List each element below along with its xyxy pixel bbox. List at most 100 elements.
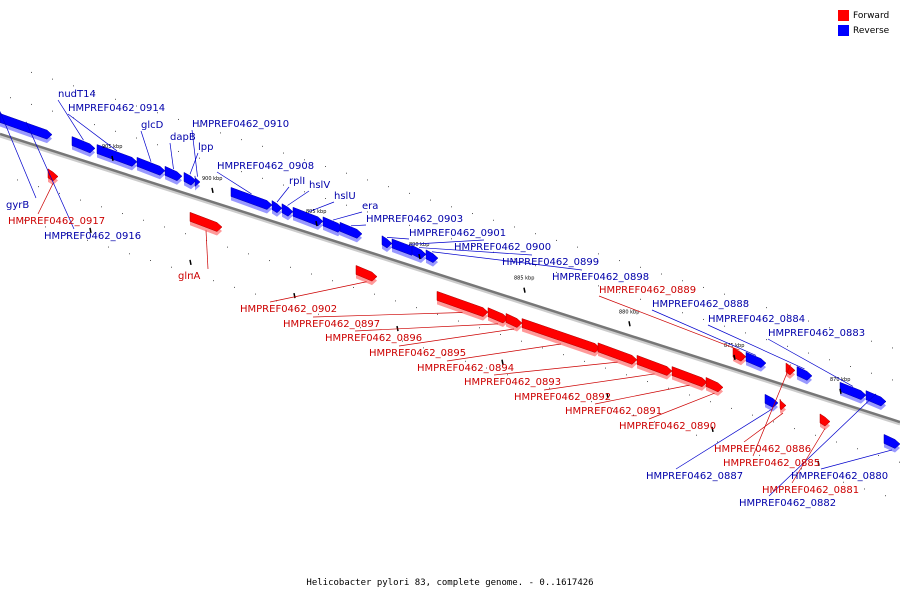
gene-label-hmpref0462-0881[interactable]: HMPREF0462_0881	[762, 485, 859, 496]
gene-block-hmpref0462-0901[interactable]	[381, 235, 393, 249]
gene-label-era[interactable]: era	[362, 201, 378, 212]
gene-block-lpp[interactable]	[183, 171, 197, 186]
gene-label-hmpref0462-0891[interactable]: HMPREF0462_0891	[565, 406, 662, 417]
leader-line-hslv	[287, 190, 310, 206]
guide-dot	[444, 354, 445, 356]
leader-line-hmpref0462-0892	[543, 373, 655, 391]
leader-line-hmpref0462-0891	[594, 384, 690, 405]
gene-block-hmpref0462-0908[interactable]	[230, 187, 273, 210]
guide-dot	[619, 260, 620, 262]
gene-label-hmpref0462-0880[interactable]: HMPREF0462_0880	[791, 471, 888, 482]
gene-label-hmpref0462-0901[interactable]: HMPREF0462_0901	[409, 228, 506, 239]
guide-dot	[325, 166, 326, 167]
gene-block-glna[interactable]	[189, 211, 223, 232]
gene-block-glcd[interactable]	[136, 156, 166, 176]
gene-block-hmpref0462-0894[interactable]	[521, 318, 601, 353]
gene-label-hmpref0462-0903[interactable]: HMPREF0462_0903	[366, 214, 463, 225]
gene-block-hmpref0462-0902[interactable]	[355, 265, 378, 282]
gene-label-hmpref0462-0895[interactable]: HMPREF0462_0895	[369, 348, 466, 359]
gene-label-hmpref0462-0900[interactable]: HMPREF0462_0900	[454, 242, 551, 253]
gene-label-hmpref0462-0894[interactable]: HMPREF0462_0894	[417, 363, 514, 374]
leader-line-hmpref0462-0898	[431, 251, 583, 271]
gene-block-hmpref0462-0893[interactable]	[597, 342, 638, 365]
gene-label-hmpref0462-0883[interactable]: HMPREF0462_0883	[768, 328, 865, 339]
gene-block-hmpref0462-0886[interactable]	[779, 398, 787, 411]
gene-label-hmpref0462-0914[interactable]: HMPREF0462_0914	[68, 103, 165, 114]
gene-block-hmpref0462-0903[interactable]	[339, 221, 363, 239]
gene-label-hmpref0462-0917[interactable]: HMPREF0462_0917	[8, 216, 105, 227]
gene-label-hmpref0462-0888[interactable]: HMPREF0462_0888	[652, 299, 749, 310]
gene-block-hmpref0462-0891[interactable]	[671, 366, 708, 388]
gene-label-hmpref0462-0892[interactable]: HMPREF0462_0892	[514, 392, 611, 403]
gene-label-hmpref0462-0902[interactable]: HMPREF0462_0902	[240, 304, 337, 315]
genome-backbone-shadow	[0, 134, 900, 426]
gene-label-dapb[interactable]: dapB	[170, 132, 196, 143]
gene-block-hmpref0462-0889[interactable]	[732, 347, 747, 362]
gene-label-hslu[interactable]: hslU	[334, 191, 356, 202]
gene-label-hmpref0462-0886[interactable]: HMPREF0462_0886	[714, 444, 811, 455]
gene-label-glcd[interactable]: glcD	[141, 120, 164, 131]
gene-block-hmpref0462-0884[interactable]	[796, 366, 813, 381]
guide-dot	[472, 213, 473, 215]
gene-label-hmpref0462-0910[interactable]: HMPREF0462_0910	[192, 119, 289, 130]
gene-block-nudt14[interactable]	[71, 136, 96, 154]
gene-block-hmpref0462-0892[interactable]	[636, 354, 673, 376]
gene-block-hmpref0462-0899[interactable]	[411, 244, 427, 260]
guide-dot	[584, 360, 585, 362]
gene-block-hmpref0462-0888[interactable]	[745, 351, 767, 368]
guide-dot	[262, 145, 263, 147]
gene-block-hmpref0462-0887[interactable]	[764, 393, 779, 408]
gene-block-hmpref0462-0882[interactable]	[865, 390, 887, 407]
leader-line-era	[332, 211, 363, 221]
gene-block-hmpref0462-0890[interactable]	[705, 377, 724, 393]
guide-dot	[164, 226, 165, 228]
gene-block-hmpref0462-0885[interactable]	[785, 362, 796, 376]
guide-dot	[178, 118, 179, 120]
gene-label-glna[interactable]: glnA	[178, 271, 200, 282]
gene-block-hmpref0462-0910[interactable]	[194, 175, 201, 188]
gene-label-hmpref0462-0882[interactable]: HMPREF0462_0882	[739, 498, 836, 509]
guide-dot	[374, 293, 375, 295]
gene-block-rpli[interactable]	[271, 200, 283, 214]
gene-label-hmpref0462-0898[interactable]: HMPREF0462_0898	[552, 272, 649, 283]
gene-label-hslv[interactable]: hslV	[309, 180, 330, 191]
leader-line-hmpref0462-0893	[493, 361, 618, 376]
gene-label-hmpref0462-0896[interactable]: HMPREF0462_0896	[325, 333, 422, 344]
gene-label-hmpref0462-0890[interactable]: HMPREF0462_0890	[619, 421, 716, 432]
gene-block-hmpref0462-0917[interactable]	[47, 168, 59, 182]
gene-label-nudt14[interactable]: nudT14	[58, 89, 96, 100]
gene-block-shadow-hmpref0462-0910	[195, 179, 200, 191]
gene-block-hmpref0462-0898[interactable]	[425, 249, 439, 263]
gene-label-gyrb[interactable]: gyrB	[6, 200, 29, 211]
gene-label-hmpref0462-0889[interactable]: HMPREF0462_0889	[599, 285, 696, 296]
gene-label-hmpref0462-0908[interactable]: HMPREF0462_0908	[217, 161, 314, 172]
guide-dot	[598, 253, 599, 255]
gene-label-rpli[interactable]: rplI	[289, 176, 305, 187]
gene-block-hmpref0462-0896[interactable]	[487, 307, 509, 324]
gene-block-dapb[interactable]	[164, 165, 183, 182]
gene-label-lpp[interactable]: lpp	[198, 142, 213, 153]
guide-dot	[829, 359, 830, 361]
gene-label-hmpref0462-0897[interactable]: HMPREF0462_0897	[283, 319, 380, 330]
leader-line-hmpref0462-0917	[37, 183, 54, 215]
gene-block-hmpref0462-0916[interactable]	[0, 113, 53, 140]
gene-label-hmpref0462-0885[interactable]: HMPREF0462_0885	[723, 458, 820, 469]
guide-dot	[297, 307, 298, 309]
guide-dot	[388, 218, 389, 220]
gene-block-hslu[interactable]	[292, 206, 324, 227]
gene-block-hslv[interactable]	[281, 203, 294, 217]
gene-label-hmpref0462-0899[interactable]: HMPREF0462_0899	[502, 257, 599, 268]
leader-line-hmpref0462-0884	[707, 324, 805, 370]
gene-label-hmpref0462-0887[interactable]: HMPREF0462_0887	[646, 471, 743, 482]
gene-block-hmpref0462-0895[interactable]	[505, 313, 523, 328]
gene-block-hmpref0462-0881[interactable]	[819, 413, 831, 427]
gene-label-hmpref0462-0916[interactable]: HMPREF0462_0916	[44, 231, 141, 242]
guide-dot	[283, 184, 284, 186]
gene-label-hmpref0462-0884[interactable]: HMPREF0462_0884	[708, 314, 805, 325]
guide-dot	[661, 273, 662, 275]
gene-block-hmpref0462-0897[interactable]	[436, 290, 489, 317]
gene-block-hmpref0462-0914[interactable]	[96, 144, 138, 167]
gene-label-hmpref0462-0893[interactable]: HMPREF0462_0893	[464, 377, 561, 388]
gene-block-hmpref0462-0880[interactable]	[883, 433, 900, 449]
